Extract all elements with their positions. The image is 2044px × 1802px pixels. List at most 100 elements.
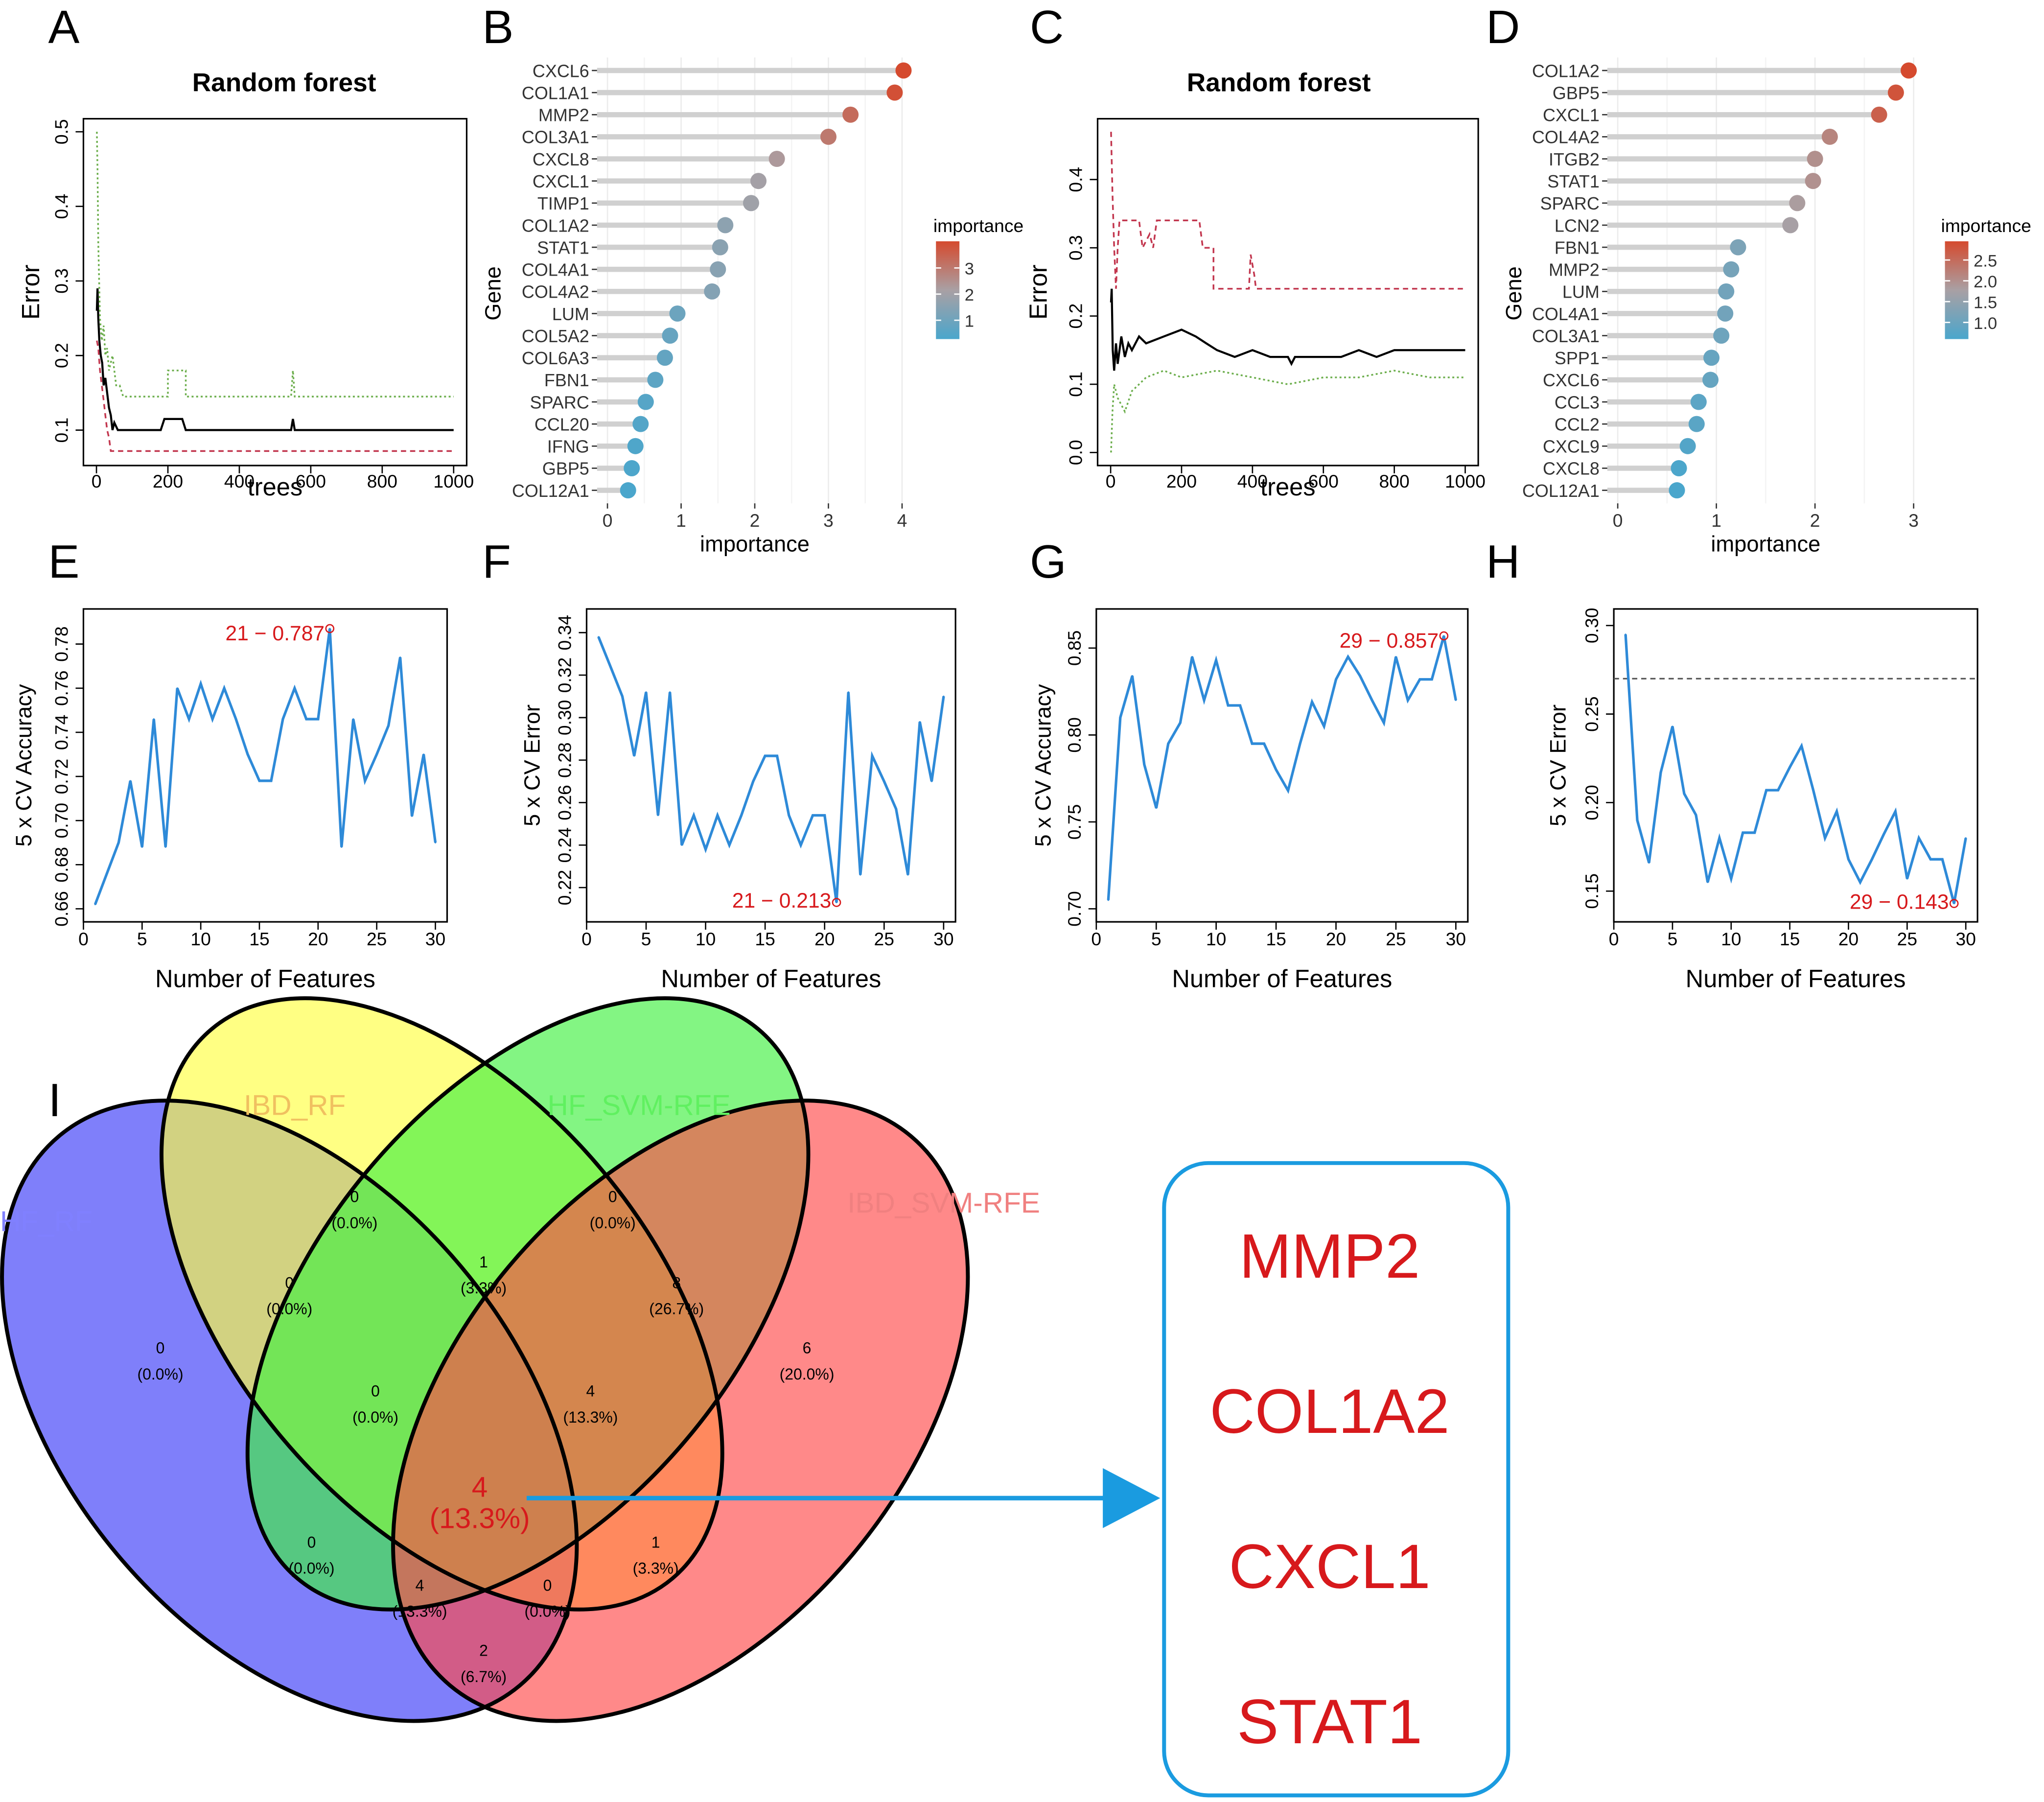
data-point [411, 815, 413, 817]
gene-label: COL4A1 [522, 260, 589, 280]
cv-line [1107, 635, 1457, 900]
data-point [1287, 790, 1289, 792]
cv-line [597, 636, 945, 903]
data-point [1941, 858, 1943, 860]
data-point [399, 656, 401, 658]
venn-count-ibd-rf-only: 0 [350, 1188, 359, 1206]
venn-count-ibd-rf-ibd-svm: 1 [651, 1533, 660, 1551]
y-tick-label: 0.15 [1581, 873, 1602, 909]
x-tick-label: 30 [933, 929, 953, 949]
chart-a-random-forest-error: Random forest 0 200 400 600 800 1000 0.1 0.2 0.3 0… [17, 69, 474, 501]
data-point [1953, 903, 1955, 905]
gene-label: SPARC [530, 392, 589, 412]
x-tick-label: 200 [153, 471, 183, 491]
gene-label: GBP5 [542, 459, 589, 479]
y-axis-title: Error [1024, 264, 1052, 320]
venn-count-hf-rf-hf-svm: 0 [307, 1533, 316, 1551]
x-tick-label: 20 [814, 929, 835, 949]
data-point [1227, 704, 1229, 706]
data-point [788, 814, 790, 817]
data-point [1847, 858, 1850, 860]
lollipop-dot [1669, 482, 1685, 499]
data-point [1719, 837, 1720, 839]
legend-colorbar [1945, 241, 1969, 339]
data-point [1203, 699, 1205, 701]
y-tick-label: 0.30 [555, 700, 575, 736]
gene-label: COL1A1 [522, 83, 589, 103]
y-tick-label: 0.25 [1581, 696, 1602, 732]
lollipop-dot [627, 438, 644, 454]
venn-count-hf-rf-ibd-svm: 2 [479, 1642, 488, 1660]
venn-pct-three-c: (13.3%) [393, 1603, 447, 1620]
lollipop-dot [1782, 217, 1799, 234]
data-point [1371, 699, 1373, 701]
chart-c-random-forest-error: Random forest 0 200 400 600 800 1000 0.0 0.1 0.2 0… [1024, 69, 1486, 501]
data-point [764, 755, 766, 757]
y-axis-title: 5 x CV Accuracy [11, 684, 36, 846]
venn-region-labels: 0 (0.0%) 0 (0.0%) 0 (0.0%) 6 (20.0%) 0 (… [138, 1188, 835, 1685]
venn-pct-ibd-rf-ibd-svm: (3.3%) [633, 1560, 679, 1577]
y-tick-label: 0.75 [1064, 804, 1085, 840]
y-tick-label: 0.1 [51, 418, 71, 443]
best-point-label: 21 − 0.213 [732, 889, 832, 913]
data-point [669, 691, 671, 693]
gene-label: SPARC [1540, 193, 1600, 213]
y-tick-label: 0.0 [1066, 440, 1086, 465]
data-point [1824, 837, 1826, 839]
y-tick-label: 0.70 [1064, 891, 1085, 927]
x-tick-label: 25 [1386, 929, 1406, 949]
y-tick-label: 0.68 [51, 847, 71, 883]
x-tick-label: 25 [874, 929, 894, 949]
venn-pct-three-a: (0.0%) [352, 1408, 398, 1426]
x-axis-title: Number of Features [1686, 964, 1906, 992]
lollipop-dot [1887, 84, 1904, 101]
data-point [376, 753, 378, 755]
data-point [164, 846, 166, 848]
data-point [388, 725, 390, 726]
panel-label-g: G [1030, 536, 1067, 588]
data-point [1407, 699, 1409, 701]
lollipop-dot [820, 128, 837, 145]
lollipop-dot [1718, 283, 1735, 300]
y-tick-label: 0.72 [51, 759, 71, 795]
gene-label: SPP1 [1555, 348, 1600, 368]
venn-pct-three-b: (13.3%) [563, 1408, 618, 1426]
x-tick-label: 25 [367, 929, 387, 949]
best-point-label: 29 − 0.857 [1340, 629, 1439, 653]
data-point [1835, 810, 1838, 813]
x-tick-label: 30 [1446, 929, 1466, 949]
x-tick-label: 400 [1237, 471, 1268, 491]
data-point [1383, 722, 1385, 724]
x-tick-label: 5 [137, 929, 147, 949]
gene-label: FBN1 [1555, 237, 1600, 257]
series-line-class2 [96, 132, 454, 398]
data-point [895, 808, 897, 810]
x-tick-label: 30 [1955, 929, 1975, 949]
y-axis-title: Gene [1501, 266, 1526, 321]
data-point [1347, 655, 1349, 658]
data-point [1695, 814, 1697, 816]
data-point [717, 814, 719, 817]
y-tick-label: 0.4 [51, 194, 71, 219]
data-point [1672, 725, 1673, 727]
gene-label: ITGB2 [1549, 149, 1600, 169]
lollipop-dot [662, 328, 678, 344]
venn-pct-hf-svm-only: (0.0%) [590, 1214, 636, 1232]
lollipop-dot [1713, 328, 1730, 344]
y-tick-label: 0.2 [51, 343, 71, 368]
gene-label: LUM [1562, 282, 1600, 302]
x-tick-label: 15 [1780, 929, 1800, 949]
y-axis-title: 5 x CV Accuracy [1031, 684, 1056, 846]
x-tick-label: 20 [308, 929, 328, 949]
data-point [1431, 679, 1433, 680]
chart-title: Random forest [1187, 69, 1371, 97]
result-gene-list: MMP2 COL1A2 CXCL1 STAT1 [1209, 1221, 1449, 1757]
lollipop-dot [895, 62, 912, 79]
gene-label: COL4A2 [522, 282, 589, 302]
x-tick-label: 0 [78, 929, 89, 949]
y-tick-label: 0.78 [51, 626, 71, 662]
venn-pct-three-d: (0.0%) [525, 1603, 571, 1620]
lollipop-dot [717, 217, 734, 234]
x-tick-label: 1 [1711, 510, 1721, 531]
lollipop-dot [1723, 261, 1740, 278]
